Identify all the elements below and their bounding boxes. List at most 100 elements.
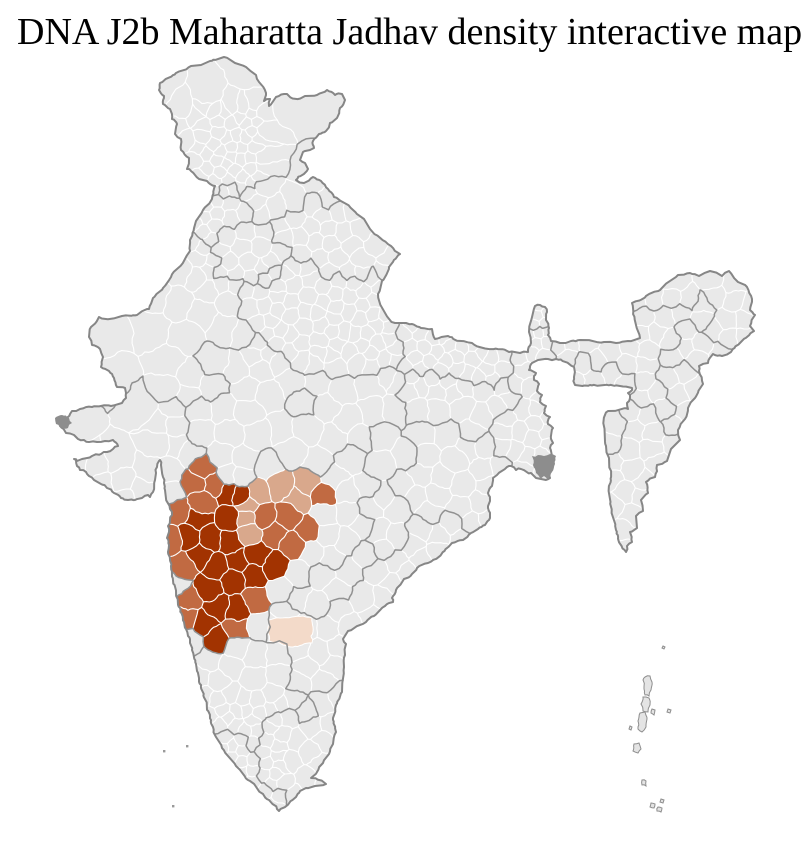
- district-cell[interactable]: [367, 318, 384, 335]
- district-cell[interactable]: [232, 443, 261, 470]
- district-cell[interactable]: [403, 338, 418, 357]
- district-cell[interactable]: [267, 336, 286, 352]
- district-cell[interactable]: [233, 733, 249, 746]
- district-cell[interactable]: [320, 461, 353, 491]
- district-cell[interactable]: [445, 383, 464, 405]
- district-cell[interactable]: [290, 226, 309, 247]
- district-cell[interactable]: [308, 503, 338, 526]
- district-cell[interactable]: [335, 501, 360, 527]
- district-cell[interactable]: [213, 143, 228, 158]
- district-cell[interactable]: [92, 471, 114, 493]
- district-cell[interactable]: [159, 69, 188, 106]
- district-cell[interactable]: [270, 242, 293, 263]
- district-cell[interactable]: [329, 271, 347, 290]
- district-cell[interactable]: [221, 172, 236, 186]
- district-cell[interactable]: [176, 384, 202, 408]
- district-cell[interactable]: [395, 322, 413, 343]
- district-cell[interactable]: [428, 344, 445, 361]
- district-cell[interactable]: [169, 550, 201, 581]
- district-cell[interactable]: [362, 449, 397, 481]
- district-cell[interactable]: [505, 439, 526, 463]
- district-cell[interactable]: [357, 496, 384, 520]
- district-cell[interactable]: [229, 318, 256, 351]
- district-cell[interactable]: [482, 348, 499, 365]
- district-cell[interactable]: [101, 350, 144, 394]
- district-cell[interactable]: [310, 482, 337, 506]
- district-cell[interactable]: [295, 695, 319, 724]
- district-cell[interactable]: [644, 287, 664, 311]
- district-cell[interactable]: [735, 309, 755, 329]
- district-cell[interactable]: [246, 735, 261, 753]
- district-cell[interactable]: [382, 394, 407, 431]
- district-cell[interactable]: [637, 403, 660, 426]
- district-cell[interactable]: [314, 276, 332, 295]
- district-cell[interactable]: [655, 365, 680, 390]
- district-cell[interactable]: [598, 341, 623, 363]
- district-cell[interactable]: [107, 376, 159, 433]
- district-cell[interactable]: [224, 151, 238, 164]
- district-cell[interactable]: [524, 415, 544, 432]
- district-cell[interactable]: [253, 501, 277, 530]
- district-cell[interactable]: [340, 235, 364, 258]
- district-cell[interactable]: [385, 339, 404, 356]
- district-cell[interactable]: [303, 192, 323, 217]
- district-cell[interactable]: [219, 129, 233, 145]
- district-cell[interactable]: [395, 382, 420, 403]
- district-cell[interactable]: [272, 760, 292, 774]
- district-cell[interactable]: [257, 273, 273, 289]
- district-cell[interactable]: [448, 528, 471, 546]
- district-cell[interactable]: [279, 179, 307, 213]
- district-cell[interactable]: [337, 611, 363, 637]
- district-cell[interactable]: [268, 291, 288, 304]
- district-cell[interactable]: [274, 501, 304, 532]
- district-cell[interactable]: [455, 340, 469, 356]
- district-cell[interactable]: [339, 259, 356, 281]
- district-cell[interactable]: [165, 415, 190, 437]
- district-cell[interactable]: [265, 663, 293, 690]
- district-cell[interactable]: [258, 732, 275, 749]
- district-cell[interactable]: [238, 252, 260, 272]
- district-cell[interactable]: [177, 523, 200, 552]
- district-cell[interactable]: [254, 744, 272, 759]
- district-cell[interactable]: [85, 452, 109, 478]
- district-cell[interactable]: [349, 310, 369, 328]
- district-cell[interactable]: [192, 129, 212, 145]
- district-cell[interactable]: [583, 369, 606, 386]
- district-cell[interactable]: [128, 429, 170, 458]
- district-cell[interactable]: [468, 457, 494, 481]
- district-cell[interactable]: [701, 316, 724, 343]
- district-cell[interactable]: [298, 286, 319, 306]
- district-cell[interactable]: [256, 99, 278, 122]
- district-cell[interactable]: [372, 480, 396, 511]
- district-cell[interactable]: [280, 708, 300, 729]
- district-cell[interactable]: [369, 421, 402, 452]
- district-cell[interactable]: [290, 244, 312, 264]
- district-cell[interactable]: [185, 59, 228, 104]
- district-cell[interactable]: [556, 349, 579, 367]
- district-cell[interactable]: [218, 184, 230, 199]
- district-cell[interactable]: [220, 251, 239, 271]
- district-cell[interactable]: [210, 194, 224, 208]
- district-cell[interactable]: [426, 542, 450, 561]
- district-cell[interactable]: [617, 436, 641, 461]
- district-cell[interactable]: [126, 311, 173, 357]
- district-cell[interactable]: [389, 354, 406, 370]
- district-cell[interactable]: [401, 421, 436, 448]
- district-cell[interactable]: [631, 467, 656, 491]
- district-cell[interactable]: [216, 226, 237, 247]
- district-cell[interactable]: [404, 397, 430, 426]
- district-cell[interactable]: [256, 120, 298, 145]
- district-cell[interactable]: [308, 691, 336, 717]
- district-cell[interactable]: [227, 264, 245, 281]
- district-cell[interactable]: [469, 401, 494, 429]
- district-cell[interactable]: [178, 606, 199, 630]
- district-cell[interactable]: [661, 288, 682, 309]
- district-cell[interactable]: [254, 221, 274, 241]
- district-cell[interactable]: [226, 751, 239, 764]
- district-cell[interactable]: [648, 321, 669, 347]
- district-cell[interactable]: [439, 445, 470, 474]
- district-cell[interactable]: [245, 175, 257, 189]
- district-cell[interactable]: [234, 755, 248, 768]
- district-cell[interactable]: [282, 293, 301, 310]
- district-cell[interactable]: [466, 342, 479, 352]
